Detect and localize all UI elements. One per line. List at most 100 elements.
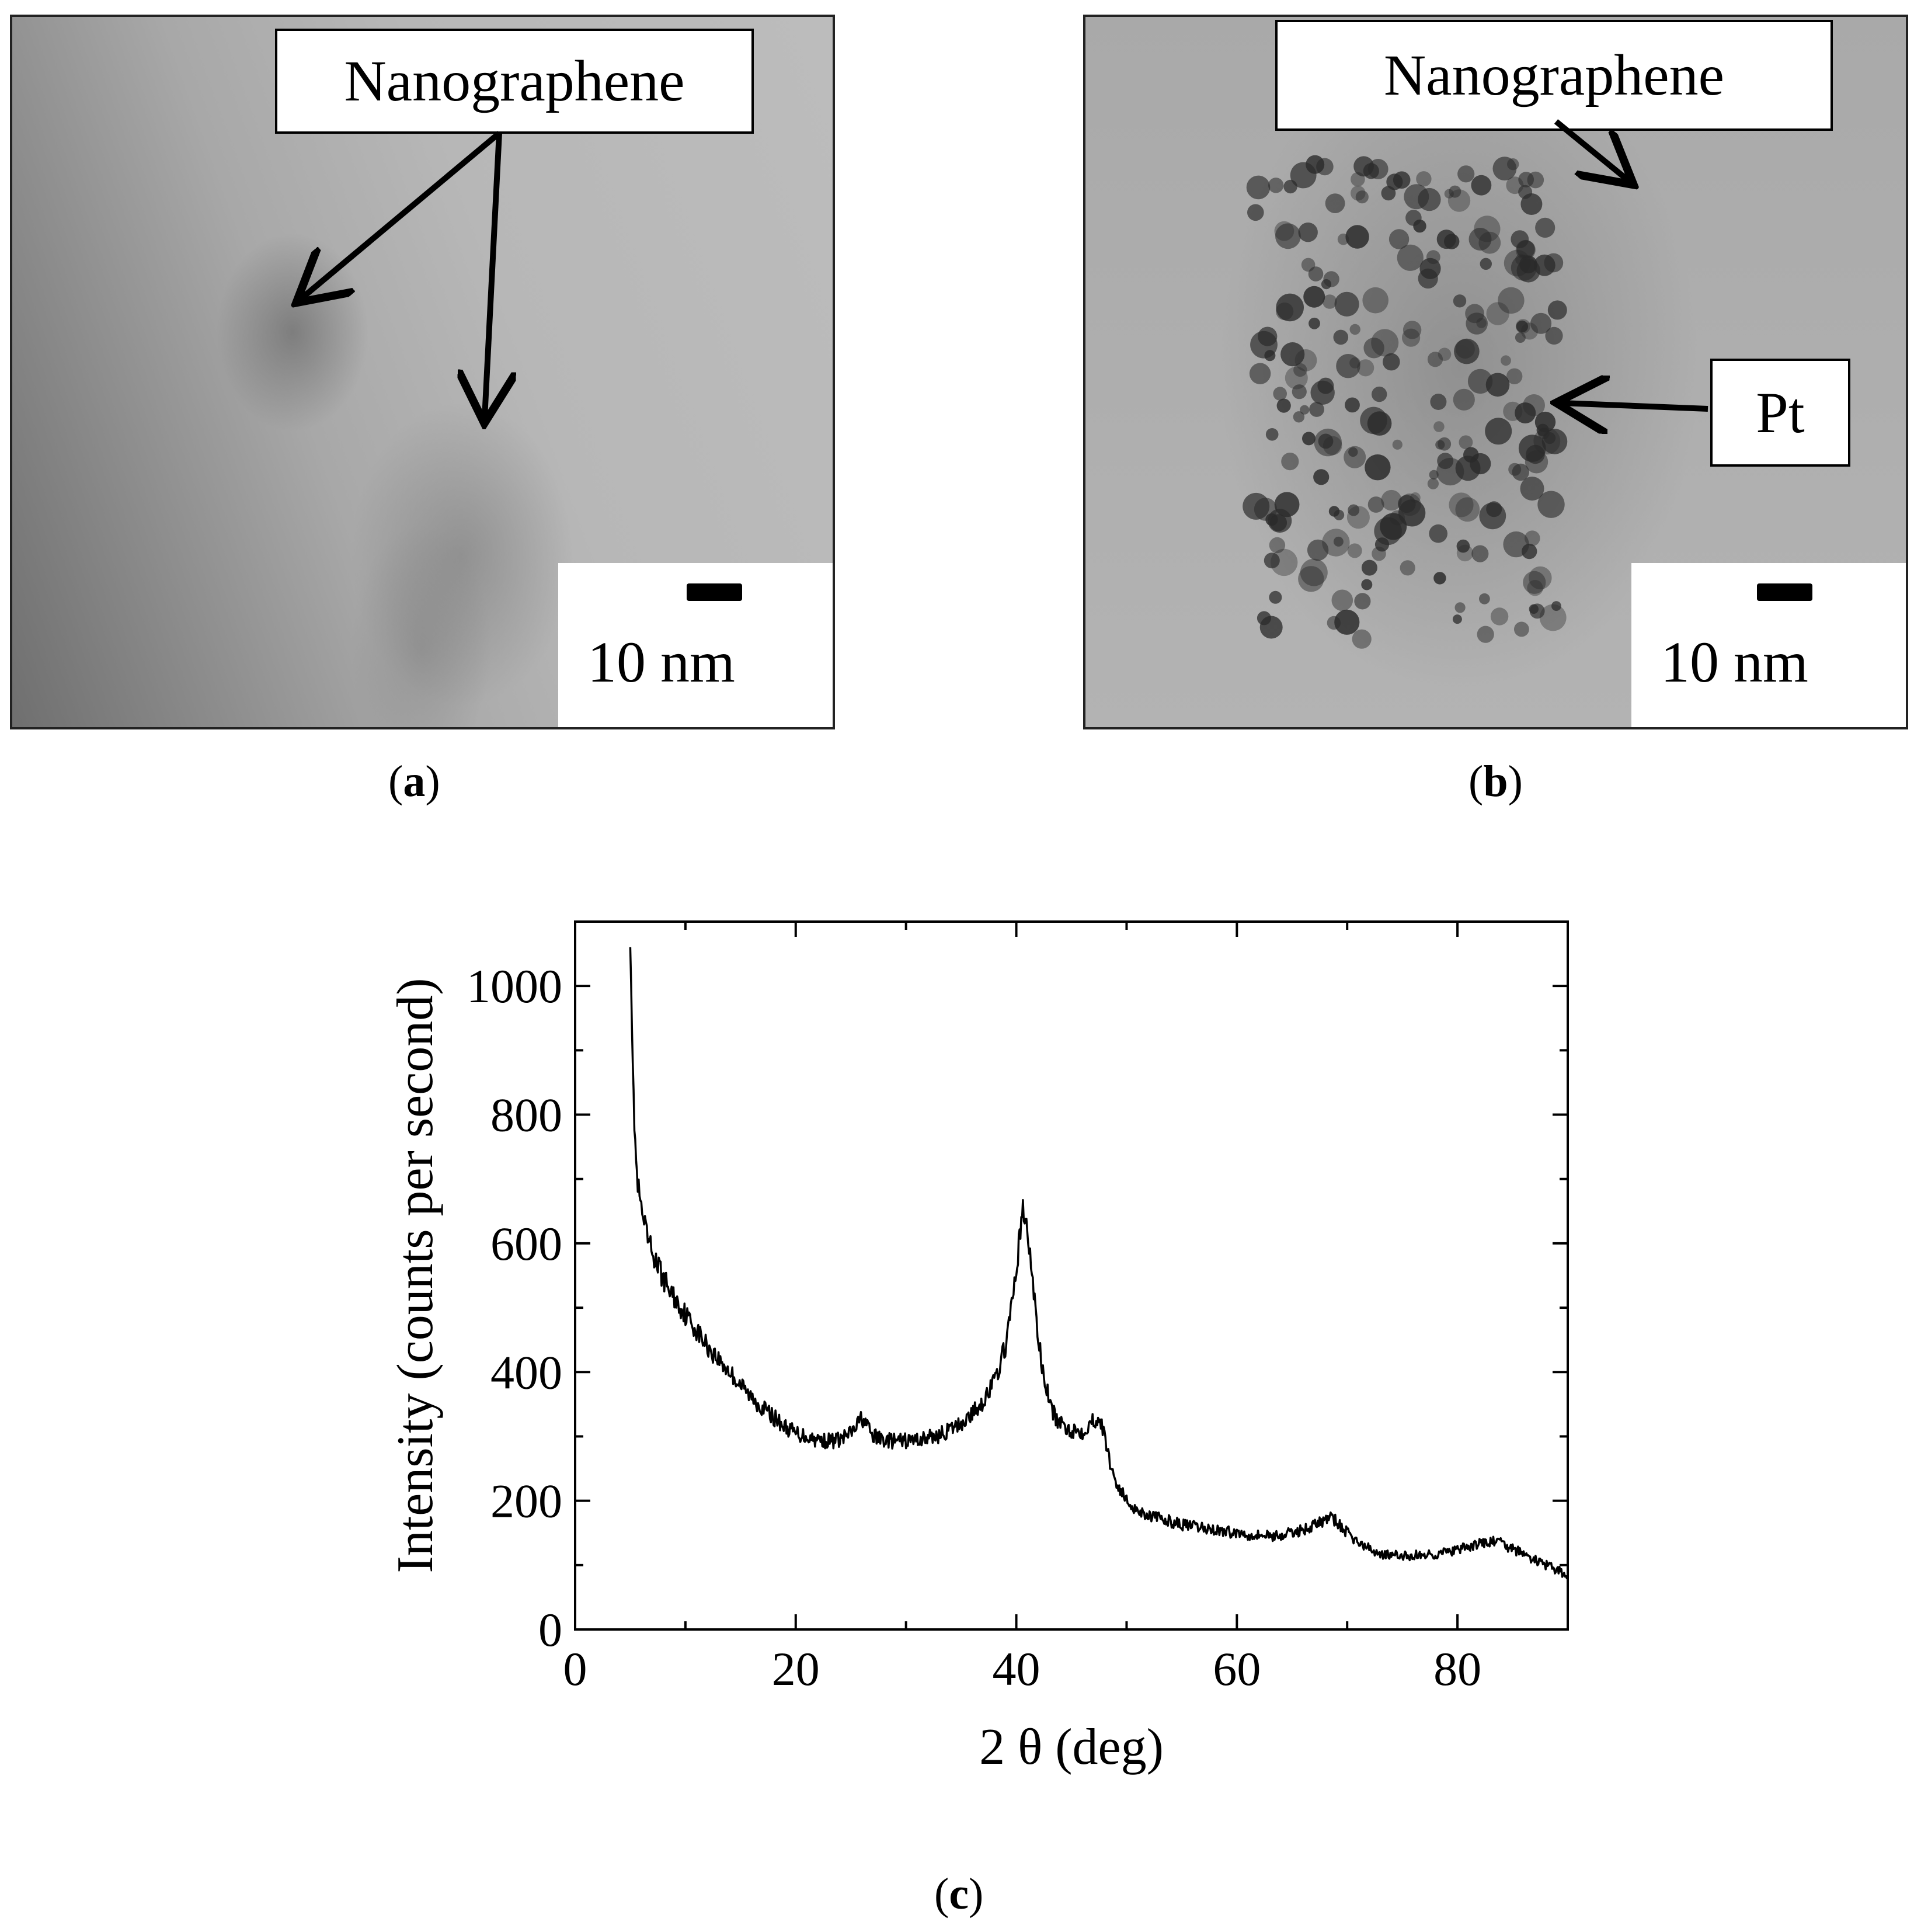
pt-particle [1402,328,1421,347]
pt-particle [1336,354,1360,378]
pt-particle [1361,579,1373,590]
y-tick-label: 800 [490,1089,562,1142]
pt-particle [1429,524,1447,543]
pt-particle [1455,339,1475,359]
pt-particle [1429,470,1439,480]
pt-particle [1334,509,1345,520]
arrow-a-left [301,131,502,299]
x-axis-label: 2 θ (deg) [979,1719,1164,1775]
pt-particle [1367,411,1392,436]
pt-particle [1486,501,1502,517]
pt-particle [1354,593,1371,610]
pt-particle [1419,258,1441,279]
x-tick-label: 20 [772,1642,820,1695]
pt-label: Pt [1756,380,1805,445]
pt-particle [1525,450,1548,474]
pt-particle [1257,611,1271,626]
x-tick-label: 40 [993,1642,1040,1695]
pt-particle [1403,321,1422,339]
pt-particle [1506,176,1524,194]
pt-particle [1397,244,1424,271]
pt-particle [1381,186,1396,201]
nanographene-callout-a: Nanographene [275,29,754,134]
pt-particle [1530,312,1552,334]
pt-particle [1381,489,1402,511]
pt-particle [1264,350,1276,362]
pt-particle [1453,294,1467,308]
pt-particle [1333,329,1349,345]
pt-particle [1357,359,1374,377]
x-tick-label: 60 [1213,1642,1261,1695]
pt-particle [1438,348,1452,361]
pt-particle [1352,629,1372,649]
pt-particle [1527,171,1544,189]
y-axis-label: Intensity (counts per second) [387,978,444,1573]
pt-particle [1249,363,1271,384]
pt-particle [1298,566,1324,592]
pt-particle [1349,324,1360,335]
pt-particle [1302,432,1316,446]
scale-box-a: 10 nm [558,563,833,727]
pt-particle [1398,499,1426,527]
pt-particle [1492,157,1517,180]
pt-particle [1246,175,1271,200]
caption-b: (b) [1468,757,1523,806]
pt-particle [1522,543,1537,560]
pt-particle [1427,478,1439,489]
pt-particle [1372,386,1387,402]
scale-box-b: 10 nm [1631,563,1906,727]
pt-particle [1518,185,1533,199]
nanographene-label-a: Nanographene [344,48,685,113]
pt-particle [1283,179,1297,194]
pt-particle [1300,405,1310,415]
pt-particle [1519,255,1537,274]
pt-particle [1456,539,1470,553]
pt-particle [1269,537,1286,554]
pt-particle [1511,230,1529,248]
pt-particle [1313,469,1330,485]
pt-particle [1334,609,1360,635]
pt-particle [1444,234,1460,249]
scale-bar-a [687,583,742,601]
pt-particle [1300,558,1328,586]
pt-particle [1539,604,1567,631]
pt-particle [1503,401,1523,421]
pt-particle [1273,387,1287,401]
pt-particle [1393,171,1411,189]
pt-particle [1355,190,1369,204]
pt-particle [1265,513,1278,526]
pt-particle [1544,253,1564,273]
pt-particle [1303,286,1325,308]
pt-particle [1292,384,1307,399]
arrow-b-pt [1562,403,1708,409]
pt-particle [1514,621,1529,637]
pt-particle [1457,165,1475,183]
pt-particle [1498,287,1525,314]
pt-particle [1337,233,1349,245]
pt-particle [1435,440,1445,450]
pt-particle [1547,300,1567,320]
pt-particle [1405,210,1422,226]
pt-particle [1501,355,1511,366]
pt-particle [1348,447,1358,457]
pt-particle [1515,332,1526,343]
pt-particle [1363,163,1379,179]
pt-particle [1374,517,1402,545]
pt-particle [1331,589,1353,611]
pt-particle [1276,398,1291,413]
pt-particle [1388,229,1410,249]
pt-particle [1274,492,1300,517]
callout-arrows [0,119,1708,759]
pt-particle [1490,607,1509,626]
pt-particle [1455,497,1480,522]
pt-particle [1323,271,1339,287]
pt-particle [1529,566,1552,590]
pt-particle [1309,317,1320,329]
pt-particle [1480,258,1492,270]
pt-particle [1309,402,1324,417]
pt-particle [1476,318,1487,328]
pt-particle [1516,320,1529,333]
pt-particle [1334,291,1359,317]
pt-particle [1471,175,1492,196]
